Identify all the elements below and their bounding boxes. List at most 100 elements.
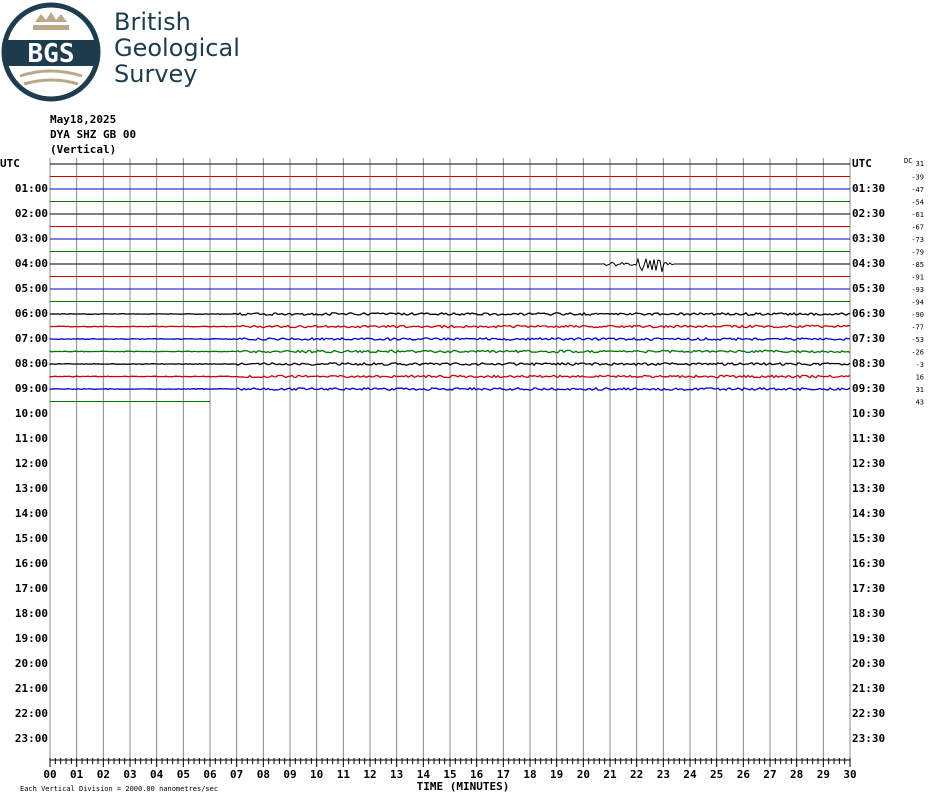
x-tick-label: 25 <box>710 768 723 781</box>
dc-value: -39 <box>911 174 924 182</box>
dc-value: -73 <box>911 236 924 244</box>
x-tick-label: 09 <box>283 768 296 781</box>
row-label-left: 08:00 <box>15 357 48 370</box>
header-line: (Vertical) <box>50 143 116 156</box>
row-label-right: 08:30 <box>852 357 885 370</box>
x-tick-label: 08 <box>257 768 270 781</box>
row-label-right: 11:30 <box>852 432 885 445</box>
x-tick-label: 29 <box>817 768 830 781</box>
x-tick-label: 11 <box>337 768 351 781</box>
row-label-right: 18:30 <box>852 607 885 620</box>
x-tick-label: 04 <box>150 768 164 781</box>
dc-value: -47 <box>911 186 924 194</box>
trace <box>49 336 851 342</box>
x-axis-label: TIME (MINUTES) <box>417 780 510 793</box>
row-label-left: 19:00 <box>15 632 48 645</box>
row-label-left: 13:00 <box>15 482 48 495</box>
dc-value: -85 <box>911 261 924 269</box>
row-label-left: 09:00 <box>15 382 48 395</box>
dc-title: DC <box>904 157 912 165</box>
trace <box>49 349 851 354</box>
row-label-left: UTC <box>0 157 20 170</box>
dc-value: 43 <box>916 399 924 407</box>
trace <box>49 374 851 379</box>
x-tick-label: 30 <box>843 768 856 781</box>
row-label-right: 04:30 <box>852 257 885 270</box>
row-label-left: 02:00 <box>15 207 48 220</box>
row-label-right: 05:30 <box>852 282 885 295</box>
logo-line: British <box>114 8 191 36</box>
row-label-right: 17:30 <box>852 582 885 595</box>
row-label-left: 01:00 <box>15 182 48 195</box>
dc-value: 16 <box>916 374 924 382</box>
trace <box>49 362 851 367</box>
row-label-left: 07:00 <box>15 332 48 345</box>
logo-crown <box>35 12 67 22</box>
x-tick-label: 12 <box>363 768 376 781</box>
dc-value: -54 <box>911 199 924 207</box>
x-tick-label: 24 <box>683 768 697 781</box>
x-tick-label: 27 <box>763 768 776 781</box>
row-label-left: 12:00 <box>15 457 48 470</box>
dc-value: -26 <box>911 349 924 357</box>
logo-waves <box>19 69 83 86</box>
row-label-right: 13:30 <box>852 482 885 495</box>
row-label-left: 15:00 <box>15 532 48 545</box>
row-label-right: 07:30 <box>852 332 885 345</box>
logo-crown-base <box>33 25 69 30</box>
x-tick-label: 05 <box>177 768 190 781</box>
x-tick-label: 28 <box>790 768 803 781</box>
x-tick-label: 14 <box>417 768 431 781</box>
row-label-right: 22:30 <box>852 707 885 720</box>
row-label-right: 10:30 <box>852 407 885 420</box>
trace <box>50 311 851 316</box>
x-tick-label: 15 <box>443 768 456 781</box>
row-label-left: 04:00 <box>15 257 48 270</box>
row-label-right: 20:30 <box>852 657 885 670</box>
x-tick-label: 03 <box>123 768 136 781</box>
x-tick-label: 16 <box>470 768 484 781</box>
dc-value: -91 <box>911 274 924 282</box>
dc-value: -53 <box>911 336 924 344</box>
x-tick-label: 19 <box>550 768 563 781</box>
dc-value: -93 <box>911 286 924 294</box>
dc-value: -79 <box>911 249 924 257</box>
row-label-left: 14:00 <box>15 507 48 520</box>
row-label-left: 20:00 <box>15 657 48 670</box>
x-tick-label: 18 <box>523 768 536 781</box>
row-label-left: 17:00 <box>15 582 48 595</box>
trace <box>49 324 850 329</box>
dc-value: -94 <box>911 299 924 307</box>
row-label-right: 16:30 <box>852 557 885 570</box>
x-tick-label: 02 <box>97 768 110 781</box>
row-label-right: UTC <box>852 157 872 170</box>
row-label-right: 21:30 <box>852 682 885 695</box>
row-label-right: 03:30 <box>852 232 885 245</box>
dc-value: -77 <box>911 324 924 332</box>
row-label-left: 11:00 <box>15 432 48 445</box>
row-label-right: 15:30 <box>852 532 885 545</box>
row-label-right: 09:30 <box>852 382 885 395</box>
x-tick-label: 10 <box>310 768 323 781</box>
header-line: DYA SHZ GB 00 <box>50 128 136 141</box>
row-label-left: 10:00 <box>15 407 48 420</box>
row-label-right: 14:30 <box>852 507 885 520</box>
logo-line: Geological <box>114 34 240 62</box>
row-label-right: 23:30 <box>852 732 885 745</box>
row-label-right: 02:30 <box>852 207 885 220</box>
x-tick-label: 01 <box>70 768 84 781</box>
x-tick-label: 21 <box>603 768 617 781</box>
row-label-left: 21:00 <box>15 682 48 695</box>
logo-line: Survey <box>114 60 197 88</box>
row-label-right: 06:30 <box>852 307 885 320</box>
row-label-left: 22:00 <box>15 707 48 720</box>
header-line: May18,2025 <box>50 113 116 126</box>
dc-value: 31 <box>916 160 924 168</box>
row-label-left: 06:00 <box>15 307 48 320</box>
dc-value: -61 <box>911 211 924 219</box>
x-tick-label: 26 <box>737 768 751 781</box>
dc-value: 31 <box>916 386 924 394</box>
row-label-left: 05:00 <box>15 282 48 295</box>
trace <box>50 257 850 272</box>
